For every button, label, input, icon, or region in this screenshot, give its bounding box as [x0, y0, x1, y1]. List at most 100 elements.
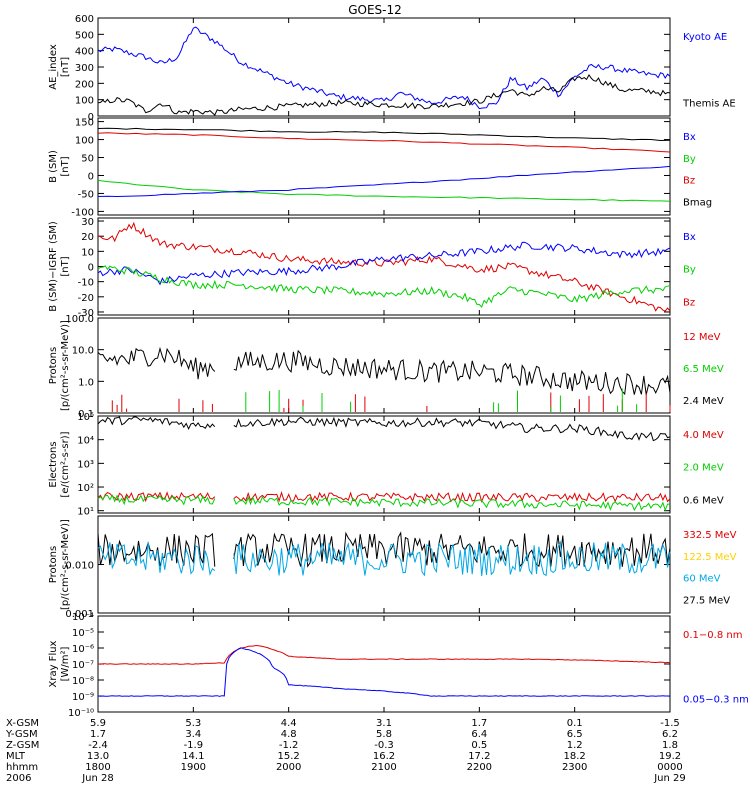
ephem-value-4-5: 2300	[562, 762, 587, 773]
ephem-value-1-6: 6.2	[662, 729, 678, 740]
ytick-label-xray: 10⁻⁵	[72, 628, 94, 639]
ephem-row-label-1: Y-GSM	[5, 729, 38, 740]
series-line-protons_hi-0	[97, 346, 671, 396]
plot-title: GOES-12	[348, 3, 402, 17]
ytick-label-b: 150	[75, 118, 94, 129]
ytick-label-electrons: 10³	[77, 459, 94, 470]
ytick-label-b: 0	[88, 171, 94, 182]
ephem-value-4-1: 1900	[181, 762, 206, 773]
ytick-label-bdiff: -20	[78, 293, 94, 304]
ytick-label-xray: 10⁻⁸	[72, 676, 94, 687]
ephem-value-5-0: Jun 28	[81, 773, 114, 784]
legend-protons_lo-2: 60 MeV	[683, 574, 721, 585]
ytick-label-protons_hi: 1.0	[78, 377, 94, 388]
ephem-value-2-4: 0.5	[471, 740, 487, 751]
legend-protons_hi-1: 6.5 MeV	[683, 364, 724, 375]
ephem-value-0-2: 4.4	[281, 718, 297, 729]
ephem-value-1-2: 4.8	[281, 729, 297, 740]
ephem-value-2-6: 1.8	[662, 740, 678, 751]
series-line-ae-0	[97, 26, 671, 110]
ephem-row-label-4: hhmm	[6, 762, 38, 773]
legend-xray-0: 0.1−0.8 nm	[683, 630, 742, 641]
series-line-electrons-2	[97, 494, 670, 512]
ytick-label-bdiff: 0	[88, 263, 94, 274]
ephem-value-3-1: 14.1	[182, 751, 204, 762]
legend-protons_hi-2: 2.4 MeV	[683, 396, 724, 407]
ephem-value-0-3: 3.1	[376, 718, 392, 729]
legend-bdiff-2: Bz	[683, 297, 695, 308]
ylabel-ae: AE_index	[48, 44, 59, 90]
series-line-ae-1	[97, 74, 671, 116]
ytick-label-ae: 600	[75, 14, 94, 25]
ephem-value-0-4: 1.7	[471, 718, 487, 729]
legend-b-2: Bz	[683, 176, 695, 187]
series-line-b-1	[97, 132, 671, 153]
series-line-electrons-0	[97, 416, 671, 442]
ephem-value-1-5: 6.5	[567, 729, 583, 740]
series-spikes-protons_hi-1	[245, 388, 638, 412]
legend-protons_lo-3: 27.5 MeV	[683, 595, 730, 606]
series-line-b-3	[97, 165, 671, 198]
ylabel-electrons: [e/(cm²-s-sr)]	[60, 431, 71, 497]
ephem-value-0-6: -1.5	[660, 718, 680, 729]
ytick-label-protons_lo: 0.010	[65, 561, 94, 572]
ephem-value-1-1: 3.4	[185, 729, 201, 740]
ephem-value-4-3: 2100	[371, 762, 396, 773]
legend-electrons-0: 4.0 MeV	[683, 430, 724, 441]
ytick-label-ae: 0	[88, 112, 94, 123]
ytick-label-b: 50	[81, 154, 94, 165]
ytick-label-b: -50	[78, 189, 94, 200]
ytick-label-xray: 10⁻⁶	[72, 644, 94, 655]
ephem-value-4-6: 0000	[657, 762, 682, 773]
ytick-label-ae: 400	[75, 47, 94, 58]
ylabel-b: [nT]	[60, 156, 71, 176]
ephem-row-label-0: X-GSM	[6, 718, 39, 729]
legend-ae-0: Kyoto AE	[683, 32, 727, 43]
ylabel-xray: [W/m²]	[60, 646, 71, 681]
legend-electrons-1: 2.0 MeV	[683, 463, 724, 474]
ytick-label-xray: 10⁻⁹	[72, 692, 94, 703]
ephem-value-3-4: 17.2	[468, 751, 490, 762]
ephem-row-label-5: 2006	[6, 773, 31, 784]
ephem-value-3-6: 19.2	[659, 751, 681, 762]
panel-frame-bdiff	[97, 217, 671, 316]
ephem-value-4-0: 1800	[85, 762, 110, 773]
ephem-value-2-3: -0.3	[374, 740, 394, 751]
ylabel-electrons: Electrons	[48, 441, 59, 487]
ytick-label-xray: 10⁻⁷	[72, 660, 94, 671]
ytick-label-electrons: 10⁴	[77, 436, 94, 447]
ephem-value-3-0: 13.0	[87, 751, 109, 762]
ytick-label-b: 100	[75, 136, 94, 147]
ytick-label-bdiff: -30	[78, 308, 94, 319]
ylabel-ae: [nT]	[60, 57, 71, 77]
panel-frame-protons_hi	[97, 317, 671, 414]
ephem-value-5-6: Jun 29	[653, 773, 686, 784]
ephem-value-1-0: 1.7	[90, 729, 106, 740]
ytick-label-ae: 500	[75, 30, 94, 41]
series-line-b-0	[97, 127, 671, 142]
series-line-bdiff-1	[97, 241, 671, 286]
ylabel-xray: Xray Flux	[48, 640, 59, 687]
ylabel-protons_hi: Protons	[48, 347, 59, 384]
series-spikes-protons_hi-0	[111, 392, 671, 412]
ephem-value-4-4: 2200	[467, 762, 492, 773]
ytick-label-b: -100	[71, 207, 94, 218]
ephem-row-label-2: Z-GSM	[6, 740, 39, 751]
ephem-value-0-0: 5.9	[90, 718, 106, 729]
series-line-protons_lo-1	[97, 540, 671, 577]
legend-protons_lo-0: 332.5 MeV	[683, 530, 737, 541]
ylabel-protons_lo: Protons	[48, 546, 59, 583]
series-line-bdiff-0	[97, 221, 671, 312]
ephem-value-2-2: -1.2	[279, 740, 299, 751]
ephem-value-2-0: -2.4	[88, 740, 108, 751]
ephem-value-4-2: 2000	[276, 762, 301, 773]
ytick-label-xray: 10⁻⁴	[72, 612, 94, 623]
ytick-label-bdiff: 10	[81, 247, 94, 258]
legend-bdiff-1: By	[683, 265, 696, 276]
legend-protons_lo-1: 122.5 MeV	[683, 552, 737, 563]
legend-b-0: Bx	[683, 132, 696, 143]
legend-electrons-2: 0.6 MeV	[683, 495, 724, 506]
ephem-value-0-1: 5.3	[185, 718, 201, 729]
